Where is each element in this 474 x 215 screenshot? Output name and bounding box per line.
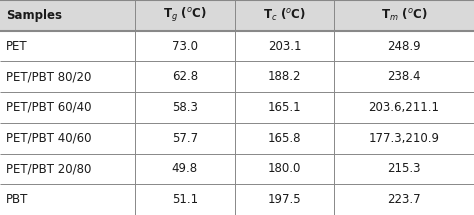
Text: T$_g$ ($^o$C): T$_g$ ($^o$C): [163, 6, 207, 24]
Text: 58.3: 58.3: [172, 101, 198, 114]
Bar: [0, 92, 474, 123]
Bar: [0, 154, 474, 184]
Text: PET/PBT 80/20: PET/PBT 80/20: [6, 70, 91, 83]
Bar: [0, 31, 474, 61]
Text: 57.7: 57.7: [172, 132, 198, 145]
Text: 223.7: 223.7: [387, 193, 421, 206]
Text: T$_c$ ($^o$C): T$_c$ ($^o$C): [263, 7, 306, 23]
Text: 165.1: 165.1: [268, 101, 301, 114]
Text: 248.9: 248.9: [387, 40, 421, 53]
Text: 188.2: 188.2: [268, 70, 301, 83]
Text: PET: PET: [6, 40, 27, 53]
Bar: [0, 123, 474, 154]
Text: PET/PBT 20/80: PET/PBT 20/80: [6, 162, 91, 175]
Text: 73.0: 73.0: [172, 40, 198, 53]
Text: Samples: Samples: [6, 9, 62, 22]
Bar: [0, 0, 474, 31]
Text: 51.1: 51.1: [172, 193, 198, 206]
Text: 203.1: 203.1: [268, 40, 301, 53]
Text: PET/PBT 60/40: PET/PBT 60/40: [6, 101, 91, 114]
Bar: [0, 184, 474, 215]
Text: PET/PBT 40/60: PET/PBT 40/60: [6, 132, 91, 145]
Text: 238.4: 238.4: [387, 70, 421, 83]
Text: 62.8: 62.8: [172, 70, 198, 83]
Text: T$_m$ ($^o$C): T$_m$ ($^o$C): [381, 7, 428, 23]
Text: PBT: PBT: [6, 193, 28, 206]
Text: 215.3: 215.3: [387, 162, 421, 175]
Text: 177.3,210.9: 177.3,210.9: [369, 132, 439, 145]
Text: 203.6,211.1: 203.6,211.1: [369, 101, 439, 114]
Text: 165.8: 165.8: [268, 132, 301, 145]
Text: 197.5: 197.5: [268, 193, 301, 206]
Text: 180.0: 180.0: [268, 162, 301, 175]
Bar: [0, 61, 474, 92]
Text: 49.8: 49.8: [172, 162, 198, 175]
